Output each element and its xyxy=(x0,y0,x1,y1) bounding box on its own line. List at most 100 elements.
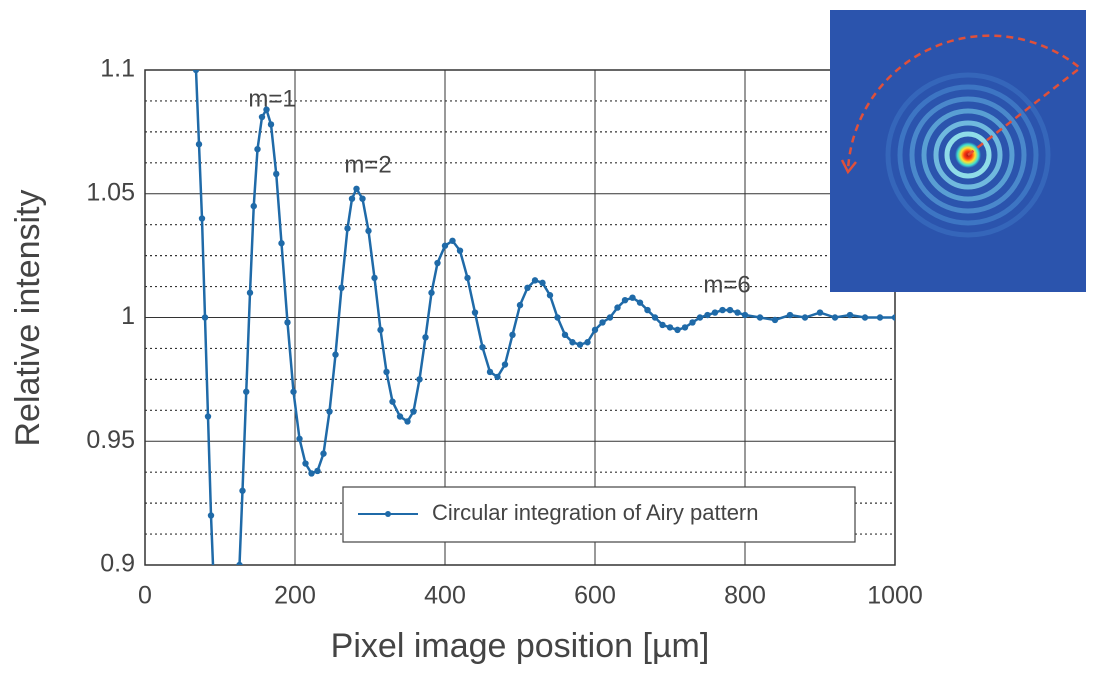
data-point xyxy=(682,324,688,330)
data-point xyxy=(577,342,583,348)
y-tick-label: 1.1 xyxy=(100,55,135,83)
data-point xyxy=(487,369,493,375)
annotation: m=1 xyxy=(248,85,295,112)
data-point xyxy=(208,512,214,518)
x-axis-label: Pixel image position [µm] xyxy=(331,627,710,665)
data-point xyxy=(199,215,205,221)
data-point xyxy=(787,312,793,318)
x-tick-label: 0 xyxy=(138,582,152,610)
data-point xyxy=(397,413,403,419)
data-point xyxy=(539,280,545,286)
data-point xyxy=(422,334,428,340)
series-line xyxy=(196,70,895,670)
data-point xyxy=(428,290,434,296)
data-point xyxy=(205,413,211,419)
data-point xyxy=(247,290,253,296)
data-point xyxy=(320,450,326,456)
data-point xyxy=(377,327,383,333)
data-point xyxy=(517,302,523,308)
data-point xyxy=(383,369,389,375)
data-point xyxy=(308,470,314,476)
data-point xyxy=(302,460,308,466)
data-point xyxy=(652,314,658,320)
data-point xyxy=(236,562,242,568)
data-point xyxy=(410,408,416,414)
data-point xyxy=(547,292,553,298)
data-point xyxy=(584,339,590,345)
x-tick-label: 1000 xyxy=(867,582,923,610)
data-point xyxy=(196,141,202,147)
data-point xyxy=(554,314,560,320)
data-point xyxy=(434,260,440,266)
data-point xyxy=(290,389,296,395)
legend-marker xyxy=(385,511,391,517)
data-point xyxy=(727,307,733,313)
y-axis-label: Relative intensity xyxy=(9,189,47,446)
data-point xyxy=(734,309,740,315)
data-point xyxy=(689,319,695,325)
data-point xyxy=(532,277,538,283)
data-point xyxy=(472,309,478,315)
data-point xyxy=(757,314,763,320)
data-point xyxy=(389,398,395,404)
data-point xyxy=(644,307,650,313)
inset-image xyxy=(830,10,1086,292)
plot-area xyxy=(193,67,898,670)
data-point xyxy=(338,285,344,291)
data-point xyxy=(877,314,883,320)
data-point xyxy=(772,317,778,323)
data-point xyxy=(847,312,853,318)
data-point xyxy=(607,314,613,320)
data-point xyxy=(569,339,575,345)
data-point xyxy=(592,327,598,333)
data-point xyxy=(217,661,223,667)
data-point xyxy=(332,351,338,357)
data-point xyxy=(622,297,628,303)
data-point xyxy=(479,344,485,350)
data-point xyxy=(442,243,448,249)
data-point xyxy=(502,361,508,367)
data-point xyxy=(314,468,320,474)
data-point xyxy=(614,304,620,310)
data-point xyxy=(862,314,868,320)
data-point xyxy=(464,275,470,281)
page: {"chart_data": {"type": "line", "xlabel"… xyxy=(0,0,1105,670)
data-point xyxy=(278,240,284,246)
data-point xyxy=(802,314,808,320)
data-point xyxy=(629,295,635,301)
data-point xyxy=(832,314,838,320)
data-point xyxy=(524,285,530,291)
x-tick-label: 200 xyxy=(274,582,316,610)
data-point xyxy=(494,374,500,380)
data-point xyxy=(211,587,217,593)
data-point xyxy=(509,332,515,338)
data-point xyxy=(353,186,359,192)
data-point xyxy=(273,171,279,177)
x-tick-label: 600 xyxy=(574,582,616,610)
data-point xyxy=(742,312,748,318)
data-point xyxy=(365,228,371,234)
data-point xyxy=(404,418,410,424)
data-point xyxy=(284,319,290,325)
y-tick-label: 1 xyxy=(121,302,135,330)
y-tick-label: 0.9 xyxy=(100,550,135,578)
data-point xyxy=(704,312,710,318)
data-point xyxy=(349,196,355,202)
data-point xyxy=(817,309,823,315)
chart: Pixel image position [µm] Relative inten… xyxy=(0,0,1105,670)
y-tick-label: 1.05 xyxy=(86,178,135,206)
data-point xyxy=(712,309,718,315)
data-point xyxy=(359,196,365,202)
data-point xyxy=(202,314,208,320)
data-point xyxy=(637,299,643,305)
data-point xyxy=(599,319,605,325)
data-point xyxy=(674,327,680,333)
data-point xyxy=(268,121,274,127)
data-point xyxy=(667,324,673,330)
legend: Circular integration of Airy pattern xyxy=(343,487,855,542)
data-point xyxy=(232,636,238,642)
data-point xyxy=(326,408,332,414)
data-point xyxy=(659,322,665,328)
y-tick-label: 0.95 xyxy=(86,426,135,454)
data-point xyxy=(719,307,725,313)
